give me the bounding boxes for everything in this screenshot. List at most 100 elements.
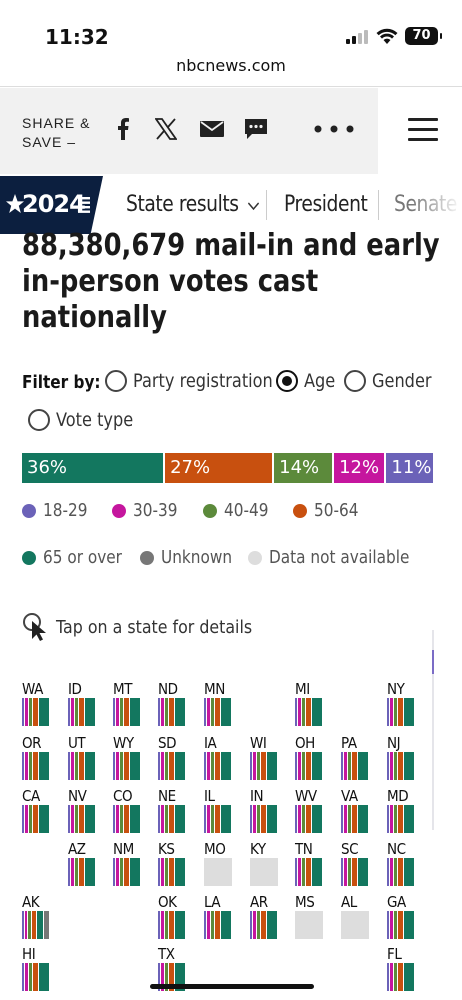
state-tile-ok[interactable]: OK — [158, 893, 188, 939]
legend-label: Data not available — [269, 547, 410, 568]
headline-line1: 88,380,679 mail-in and early — [22, 228, 440, 263]
state-age-bars — [22, 911, 50, 939]
state-bar-segment — [341, 752, 344, 780]
state-bar-segment — [75, 858, 79, 886]
nav-state-results[interactable]: State results — [126, 192, 260, 217]
state-tile-fl[interactable]: FL — [387, 945, 417, 991]
state-tile-mn[interactable]: MN — [204, 680, 234, 726]
state-tile-il[interactable]: IL — [204, 787, 234, 833]
state-tile-az[interactable]: AZ — [68, 840, 98, 886]
state-tile-wa[interactable]: WA — [22, 680, 52, 726]
state-tile-nj[interactable]: NJ — [387, 734, 417, 780]
state-bar-segment — [204, 752, 207, 780]
state-tile-ne[interactable]: NE — [158, 787, 188, 833]
cellular-signal-icon — [346, 30, 370, 44]
state-bar-segment — [29, 963, 33, 991]
radio-button[interactable] — [28, 409, 50, 431]
state-tile-la[interactable]: LA — [204, 893, 234, 939]
state-tile-id[interactable]: ID — [68, 680, 98, 726]
state-tile-oh[interactable]: OH — [295, 734, 325, 780]
state-tile-nc[interactable]: NC — [387, 840, 417, 886]
election-2024-badge[interactable]: 2024 — [0, 176, 103, 234]
state-bar-segment — [39, 698, 50, 726]
state-abbreviation: ND — [158, 680, 178, 698]
state-bar-segment — [158, 911, 161, 939]
bar-segment: 11% — [386, 453, 433, 483]
state-tile-wv[interactable]: WV — [295, 787, 325, 833]
state-abbreviation: IA — [204, 734, 217, 752]
filter-option-gender[interactable]: Gender — [344, 370, 442, 392]
filter-option-age[interactable]: Age — [276, 370, 341, 392]
state-tile-ks[interactable]: KS — [158, 840, 188, 886]
radio-button[interactable] — [105, 370, 127, 392]
state-bar-segment — [169, 858, 175, 886]
state-tile-mt[interactable]: MT — [113, 680, 143, 726]
state-bar-segment — [387, 698, 390, 726]
state-abbreviation: NE — [158, 787, 176, 805]
state-bar-segment — [25, 698, 29, 726]
state-tile-mi[interactable]: MI — [295, 680, 325, 726]
state-tile-ky[interactable]: KY — [250, 840, 280, 886]
state-age-bars — [387, 698, 415, 726]
state-tile-co[interactable]: CO — [113, 787, 143, 833]
address-bar-url[interactable]: nbcnews.com — [176, 56, 286, 75]
state-abbreviation: UT — [68, 734, 86, 752]
option-label: Gender — [372, 370, 432, 392]
radio-button[interactable] — [344, 370, 366, 392]
state-tile-va[interactable]: VA — [341, 787, 371, 833]
state-bar-segment — [394, 963, 398, 991]
state-bar-segment — [120, 698, 124, 726]
email-icon[interactable] — [200, 116, 224, 142]
state-tile-wi[interactable]: WI — [250, 734, 280, 780]
state-bar-segment — [158, 805, 161, 833]
state-tile-sd[interactable]: SD — [158, 734, 188, 780]
state-tile-ga[interactable]: GA — [387, 893, 417, 939]
state-bar-segment — [25, 963, 29, 991]
state-tile-ms[interactable]: MS — [295, 893, 325, 939]
state-tile-al[interactable]: AL — [341, 893, 371, 939]
state-bar-segment — [130, 698, 141, 726]
state-tile-nv[interactable]: NV — [68, 787, 98, 833]
state-tile-nd[interactable]: ND — [158, 680, 188, 726]
state-tile-wy[interactable]: WY — [113, 734, 143, 780]
state-age-bars — [295, 805, 323, 833]
state-tile-or[interactable]: OR — [22, 734, 52, 780]
hamburger-menu-icon[interactable] — [408, 118, 438, 142]
state-tile-sc[interactable]: SC — [341, 840, 371, 886]
state-abbreviation: AR — [250, 893, 268, 911]
filter-option-party-registration[interactable]: Party registration — [105, 370, 297, 392]
filter-option-vote-type[interactable]: Vote type — [28, 409, 147, 431]
state-tile-ar[interactable]: AR — [250, 893, 280, 939]
sms-message-icon[interactable] — [244, 116, 268, 142]
state-bar-segment — [68, 858, 71, 886]
state-bar-segment — [261, 911, 267, 939]
state-bar-segment — [341, 858, 344, 886]
state-tile-tx[interactable]: TX — [158, 945, 188, 991]
state-bar-segment — [165, 805, 169, 833]
state-abbreviation: MI — [295, 680, 310, 698]
option-label: Vote type — [56, 409, 134, 431]
state-tile-mo[interactable]: MO — [204, 840, 234, 886]
state-tile-ia[interactable]: IA — [204, 734, 234, 780]
state-tile-pa[interactable]: PA — [341, 734, 371, 780]
state-age-bars — [158, 858, 186, 886]
state-tile-hi[interactable]: HI — [22, 945, 52, 991]
more-options-icon[interactable] — [314, 116, 354, 142]
state-tile-in[interactable]: IN — [250, 787, 280, 833]
state-tile-ny[interactable]: NY — [387, 680, 417, 726]
state-tile-ut[interactable]: UT — [68, 734, 98, 780]
state-bar-segment — [306, 698, 312, 726]
state-tile-nm[interactable]: NM — [113, 840, 143, 886]
radio-button-selected[interactable] — [276, 370, 298, 392]
share-save-label[interactable]: SHARE & SAVE – — [22, 114, 90, 152]
state-tile-ak[interactable]: AK — [22, 893, 52, 939]
state-tile-tn[interactable]: TN — [295, 840, 325, 886]
state-tile-md[interactable]: MD — [387, 787, 417, 833]
nav-president[interactable]: President — [284, 192, 368, 217]
state-tile-ca[interactable]: CA — [22, 787, 52, 833]
home-indicator[interactable] — [150, 984, 314, 989]
x-twitter-icon[interactable] — [154, 116, 178, 142]
facebook-icon[interactable] — [114, 116, 132, 142]
state-bar-segment — [124, 752, 130, 780]
state-age-bars — [22, 805, 50, 833]
